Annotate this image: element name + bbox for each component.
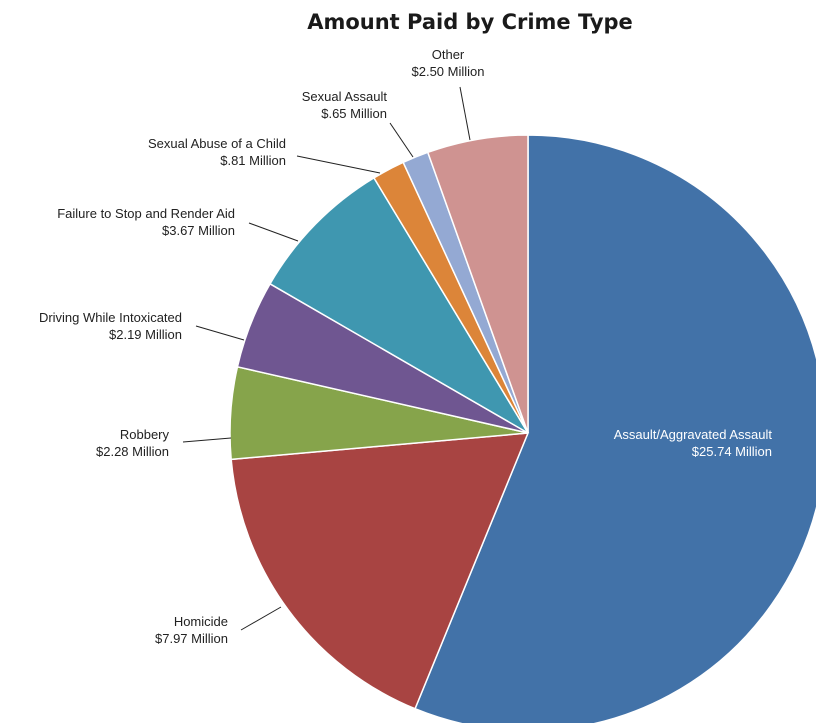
slice-value-robbery: $2.28 Million — [96, 444, 169, 459]
pie-slice-assault-aggravated-assault — [414, 134, 816, 723]
leader-line-failure-to-stop-and-render-aid — [248, 222, 299, 242]
leader-line-sexual-abuse-of-a-child — [296, 155, 381, 174]
slice-value-failure-to-stop-and-render-aid: $3.67 Million — [162, 223, 235, 238]
pie-slice-homicide — [230, 432, 530, 710]
slice-value-other: $2.50 Million — [412, 64, 485, 79]
leader-line-sexual-assault — [389, 122, 414, 158]
slice-label-sexual-assault: Sexual Assault — [302, 89, 388, 104]
slice-label-robbery: Robbery — [120, 427, 170, 442]
leader-line-robbery — [182, 437, 232, 443]
leader-line-homicide — [240, 606, 282, 631]
leader-line-driving-while-intoxicated — [195, 325, 245, 341]
slice-value-driving-while-intoxicated: $2.19 Million — [109, 327, 182, 342]
slice-value-homicide: $7.97 Million — [155, 631, 228, 646]
slice-label-homicide: Homicide — [174, 614, 228, 629]
slice-value-sexual-abuse-of-a-child: $.81 Million — [220, 153, 286, 168]
pie-slice-other — [426, 134, 529, 434]
slice-label-driving-while-intoxicated: Driving While Intoxicated — [39, 310, 182, 325]
slice-value-sexual-assault: $.65 Million — [321, 106, 387, 121]
chart-title: Amount Paid by Crime Type — [307, 10, 633, 34]
slice-label-assault-aggravated-assault: Assault/Aggravated Assault — [614, 427, 773, 442]
pie-slice-failure-to-stop-and-render-aid — [269, 176, 529, 434]
slice-value-assault-aggravated-assault: $25.74 Million — [692, 444, 772, 459]
leader-line-other — [459, 86, 471, 141]
slice-label-sexual-abuse-of-a-child: Sexual Abuse of a Child — [148, 136, 286, 151]
slice-label-failure-to-stop-and-render-aid: Failure to Stop and Render Aid — [57, 206, 235, 221]
slice-label-other: Other — [432, 47, 465, 62]
